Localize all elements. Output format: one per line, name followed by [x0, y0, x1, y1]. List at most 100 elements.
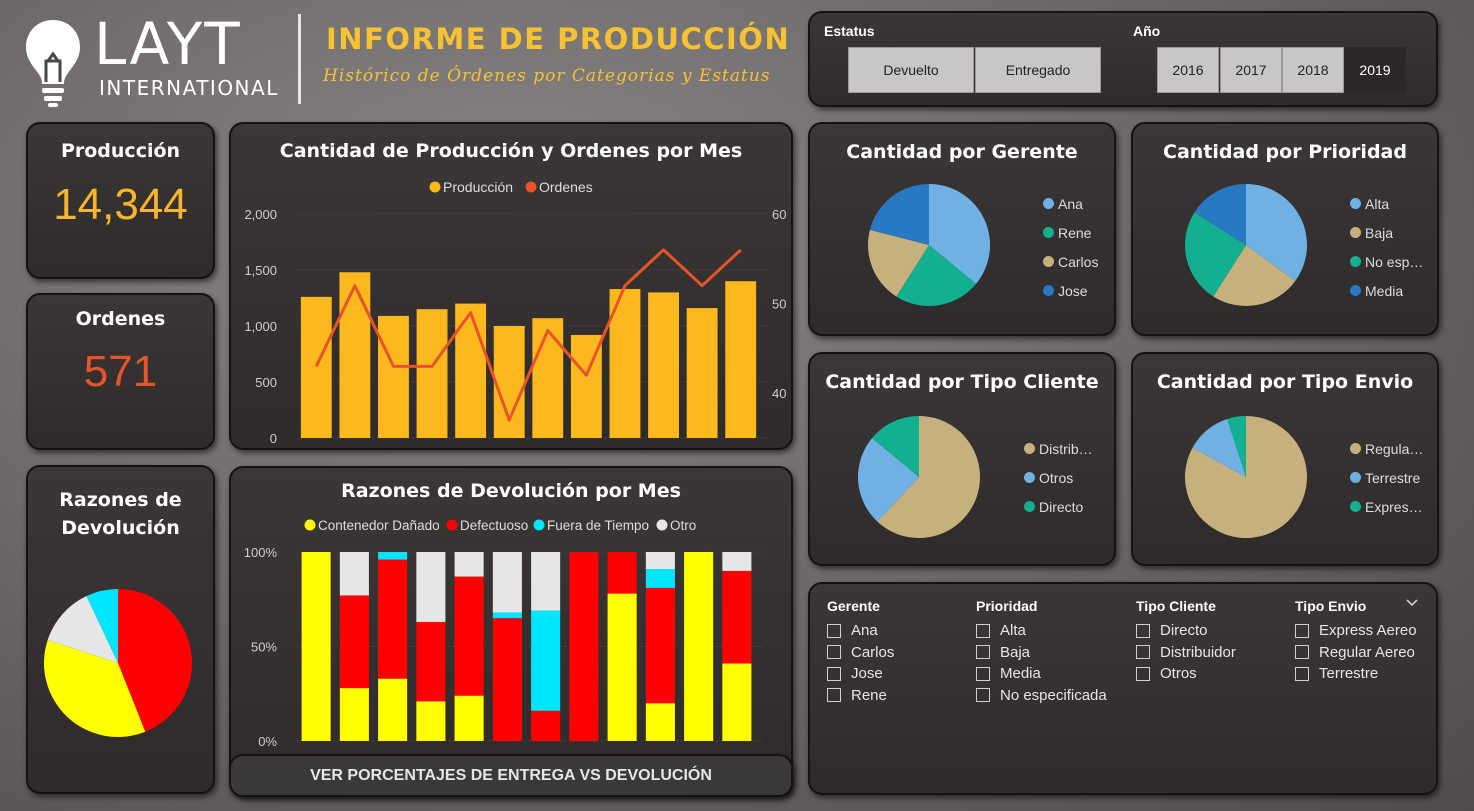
- year-option-2019[interactable]: 2019: [1344, 47, 1406, 93]
- legend-item[interactable]: Jose: [1043, 276, 1098, 305]
- y-left-tick-label: 1,000: [244, 319, 277, 334]
- pie-slice: [869, 184, 929, 245]
- year-option-2016[interactable]: 2016: [1157, 47, 1219, 93]
- legend-item[interactable]: Alta: [1350, 189, 1423, 218]
- legend-dot: [1043, 198, 1054, 209]
- pie-slice: [1185, 212, 1246, 297]
- legend-item[interactable]: Rene: [1043, 218, 1098, 247]
- pie-slice: [858, 438, 919, 522]
- prioridad-pie-chart[interactable]: [1185, 184, 1309, 308]
- stacked-bar-segment: [645, 703, 675, 741]
- legend-ordenes-label: Ordenes: [539, 179, 593, 195]
- filter-option[interactable]: Carlos: [827, 642, 894, 664]
- legend-item[interactable]: Regula…: [1350, 434, 1423, 463]
- legend-dot: [1024, 501, 1035, 512]
- legend-label: Carlos: [1058, 253, 1099, 270]
- legend-label: Rene: [1058, 224, 1092, 241]
- legend-label: Otros: [1039, 469, 1074, 486]
- filter-option[interactable]: No especificada: [976, 685, 1107, 707]
- checkbox[interactable]: [976, 623, 990, 638]
- legend-item[interactable]: Baja: [1350, 218, 1423, 247]
- legend-item[interactable]: Terrestre: [1350, 463, 1423, 492]
- checkbox[interactable]: [1295, 645, 1309, 660]
- checkbox[interactable]: [1136, 623, 1150, 638]
- return-reasons-month-title: Razones de Devolución por Mes: [341, 480, 681, 502]
- y-right-tick-label: 50: [772, 297, 786, 312]
- production-orders-chart[interactable]: Producción Ordenes 0 500 1,000 1,500 2,000 40 50…: [231, 124, 791, 448]
- checkbox[interactable]: [1295, 666, 1309, 681]
- legend-dot: [1350, 227, 1361, 238]
- status-option-devuelto[interactable]: Devuelto: [848, 47, 974, 93]
- checkbox[interactable]: [1136, 645, 1150, 660]
- checkbox[interactable]: [827, 688, 841, 703]
- filter-tipo-envio-header: Tipo Envio: [1295, 598, 1367, 614]
- legend-item[interactable]: Directo: [1024, 492, 1093, 521]
- checkbox[interactable]: [1136, 666, 1150, 681]
- legend-item[interactable]: Media: [1350, 276, 1423, 305]
- filter-option[interactable]: Distribuidor: [1136, 642, 1236, 664]
- filter-prioridad-header: Prioridad: [976, 598, 1038, 614]
- tipo-envio-pie-card: Cantidad por Tipo Envio Regula… Terrestre…: [1131, 352, 1439, 566]
- filter-option[interactable]: Baja: [976, 642, 1107, 664]
- legend-item[interactable]: Distrib…: [1024, 434, 1093, 463]
- filter-option[interactable]: Media: [976, 663, 1107, 685]
- tipo-cliente-pie-card: Cantidad por Tipo Cliente Distrib… Otros D…: [808, 352, 1116, 566]
- filter-option[interactable]: Directo: [1136, 620, 1236, 642]
- filter-option[interactable]: Regular Aereo: [1295, 642, 1417, 664]
- gerente-pie-chart[interactable]: [868, 184, 992, 308]
- filter-option[interactable]: Terrestre: [1295, 663, 1417, 685]
- status-option-entregado[interactable]: Entregado: [975, 47, 1101, 93]
- legend-item[interactable]: No esp…: [1350, 247, 1423, 276]
- legend-dot: [1043, 285, 1054, 296]
- pie-slice: [868, 229, 929, 297]
- chevron-down-icon[interactable]: [1406, 598, 1418, 608]
- stacked-bar-segment: [607, 552, 637, 594]
- kpi-orders-label: Ordenes: [75, 308, 166, 330]
- y-left-tick-label: 500: [255, 375, 277, 390]
- checkbox[interactable]: [827, 623, 841, 638]
- legend-item[interactable]: Carlos: [1043, 247, 1098, 276]
- legend-dot: [1350, 198, 1361, 209]
- kpi-production-label: Producción: [60, 140, 181, 162]
- stacked-bar-segment: [378, 552, 408, 560]
- production-bar: [609, 289, 641, 438]
- filter-option-label: Media: [1000, 665, 1041, 683]
- legend-item[interactable]: Otros: [1024, 463, 1093, 492]
- filter-option[interactable]: Ana: [827, 620, 894, 642]
- return-reasons-pie-chart[interactable]: [44, 589, 196, 741]
- checkbox[interactable]: [827, 645, 841, 660]
- return-reasons-month-chart[interactable]: Contenedor Dañado Defectuoso Fuera de Tiem…: [231, 468, 791, 758]
- tipo-envio-pie-chart[interactable]: [1185, 416, 1309, 540]
- stacked-bar-segment: [301, 552, 331, 741]
- checkbox[interactable]: [827, 666, 841, 681]
- stacked-bar-segment: [531, 710, 561, 741]
- filter-option[interactable]: Alta: [976, 620, 1107, 642]
- year-option-2018[interactable]: 2018: [1282, 47, 1344, 93]
- legend-dot: [533, 519, 545, 531]
- y-right-tick-label: 60: [772, 207, 786, 222]
- header-divider: [298, 14, 301, 104]
- legend-item[interactable]: Expres…: [1350, 492, 1423, 521]
- filter-option[interactable]: Otros: [1136, 663, 1236, 685]
- delivery-vs-return-button[interactable]: VER PORCENTAJES DE ENTREGA VS DEVOLUCIÓN: [229, 754, 793, 797]
- checkbox[interactable]: [1295, 623, 1309, 638]
- stacked-bar-segment: [416, 621, 446, 702]
- filter-option[interactable]: Rene: [827, 685, 894, 707]
- return-reasons-month-card: Razones de Devolución por Mes Contenedor…: [229, 466, 793, 796]
- filter-option[interactable]: Jose: [827, 663, 894, 685]
- filter-option-label: Distribuidor: [1160, 643, 1236, 661]
- legend-item[interactable]: Ana: [1043, 189, 1098, 218]
- filter-option-label: Directo: [1160, 622, 1208, 640]
- filter-gerente-header: Gerente: [827, 598, 880, 614]
- stacked-bar-segment: [645, 587, 675, 704]
- checkbox[interactable]: [976, 666, 990, 681]
- stacked-bar-segment: [645, 569, 675, 588]
- legend-produccion-dot: [429, 181, 441, 193]
- tipo-cliente-pie-chart[interactable]: [858, 416, 982, 540]
- legend-dot: [1024, 472, 1035, 483]
- pie-slice: [896, 245, 977, 306]
- year-option-2017[interactable]: 2017: [1220, 47, 1282, 93]
- filter-option[interactable]: Express Aereo: [1295, 620, 1417, 642]
- checkbox[interactable]: [976, 688, 990, 703]
- checkbox[interactable]: [976, 645, 990, 660]
